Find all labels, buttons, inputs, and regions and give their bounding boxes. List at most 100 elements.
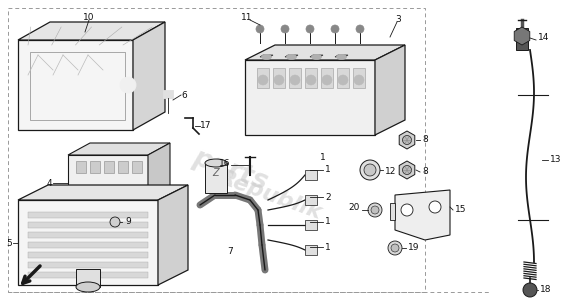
Text: 13: 13 — [550, 156, 562, 164]
Circle shape — [110, 217, 120, 227]
Text: 8: 8 — [422, 136, 428, 145]
Circle shape — [322, 52, 378, 108]
Bar — [28, 272, 148, 278]
Circle shape — [290, 75, 300, 85]
Polygon shape — [260, 55, 273, 57]
Circle shape — [402, 136, 412, 145]
Polygon shape — [395, 190, 450, 240]
Bar — [289, 68, 301, 88]
Polygon shape — [245, 60, 375, 135]
Polygon shape — [68, 143, 170, 155]
Bar — [305, 68, 317, 88]
Text: 18: 18 — [540, 285, 552, 294]
Ellipse shape — [205, 159, 227, 167]
Circle shape — [388, 241, 402, 255]
Text: 10: 10 — [83, 13, 95, 23]
Bar — [76, 161, 86, 173]
Circle shape — [429, 201, 441, 213]
Bar — [28, 222, 148, 228]
Bar — [205, 163, 227, 193]
Ellipse shape — [312, 55, 321, 60]
Text: 4: 4 — [46, 179, 52, 187]
Polygon shape — [18, 185, 188, 200]
Ellipse shape — [336, 55, 346, 60]
Polygon shape — [399, 161, 415, 179]
Bar — [163, 90, 173, 98]
Circle shape — [258, 75, 268, 85]
Circle shape — [306, 25, 314, 33]
Polygon shape — [310, 55, 323, 57]
Circle shape — [354, 75, 364, 85]
Text: 19: 19 — [408, 243, 420, 252]
Circle shape — [342, 72, 358, 88]
Text: 1: 1 — [320, 153, 326, 162]
Text: 6: 6 — [181, 91, 187, 100]
Polygon shape — [158, 185, 188, 285]
Text: 8: 8 — [422, 167, 428, 176]
Circle shape — [368, 203, 382, 217]
Text: 2: 2 — [325, 193, 331, 201]
Bar — [516, 28, 528, 50]
Bar — [273, 68, 285, 88]
Circle shape — [274, 75, 284, 85]
Circle shape — [281, 25, 289, 33]
Polygon shape — [18, 40, 133, 130]
Text: 5: 5 — [6, 238, 12, 248]
Circle shape — [306, 75, 316, 85]
Bar — [28, 212, 148, 218]
Bar — [257, 68, 269, 88]
Circle shape — [371, 206, 379, 214]
Polygon shape — [133, 22, 165, 130]
Polygon shape — [285, 55, 298, 57]
Circle shape — [256, 25, 264, 33]
Bar — [104, 161, 114, 173]
Ellipse shape — [287, 55, 296, 60]
Bar — [28, 252, 148, 258]
Circle shape — [360, 160, 380, 180]
Bar — [76, 269, 100, 287]
Bar — [132, 161, 142, 173]
Polygon shape — [514, 27, 530, 45]
Circle shape — [338, 75, 348, 85]
Polygon shape — [148, 143, 170, 210]
Polygon shape — [18, 22, 165, 40]
Text: 7: 7 — [227, 248, 233, 257]
Circle shape — [523, 283, 537, 297]
Text: Z: Z — [212, 168, 219, 178]
Circle shape — [322, 75, 332, 85]
Circle shape — [331, 25, 339, 33]
Polygon shape — [245, 45, 405, 60]
Bar — [321, 68, 333, 88]
Polygon shape — [399, 131, 415, 149]
Polygon shape — [390, 203, 395, 220]
Text: 14: 14 — [538, 33, 549, 43]
Text: 11: 11 — [241, 13, 253, 21]
Text: 9: 9 — [125, 218, 131, 226]
Text: 1: 1 — [325, 218, 331, 226]
Circle shape — [120, 77, 136, 93]
Text: 15: 15 — [455, 206, 467, 215]
Text: 1: 1 — [325, 243, 331, 252]
Bar — [118, 161, 128, 173]
Circle shape — [402, 165, 412, 175]
Bar — [28, 262, 148, 268]
Bar — [305, 170, 317, 180]
Bar — [337, 68, 349, 88]
Polygon shape — [18, 200, 158, 285]
Circle shape — [391, 244, 399, 252]
Text: 20: 20 — [349, 204, 360, 212]
Polygon shape — [375, 45, 405, 135]
Text: 17: 17 — [200, 122, 211, 131]
Circle shape — [364, 164, 376, 176]
Text: Republik: Republik — [215, 167, 324, 223]
Text: 16: 16 — [218, 159, 230, 167]
Bar — [305, 195, 317, 205]
Ellipse shape — [76, 282, 100, 292]
Bar — [28, 232, 148, 238]
Text: parts: parts — [189, 145, 271, 195]
Bar — [305, 245, 317, 255]
Ellipse shape — [262, 55, 272, 60]
Bar — [353, 68, 365, 88]
Polygon shape — [335, 55, 348, 57]
Circle shape — [331, 61, 369, 99]
